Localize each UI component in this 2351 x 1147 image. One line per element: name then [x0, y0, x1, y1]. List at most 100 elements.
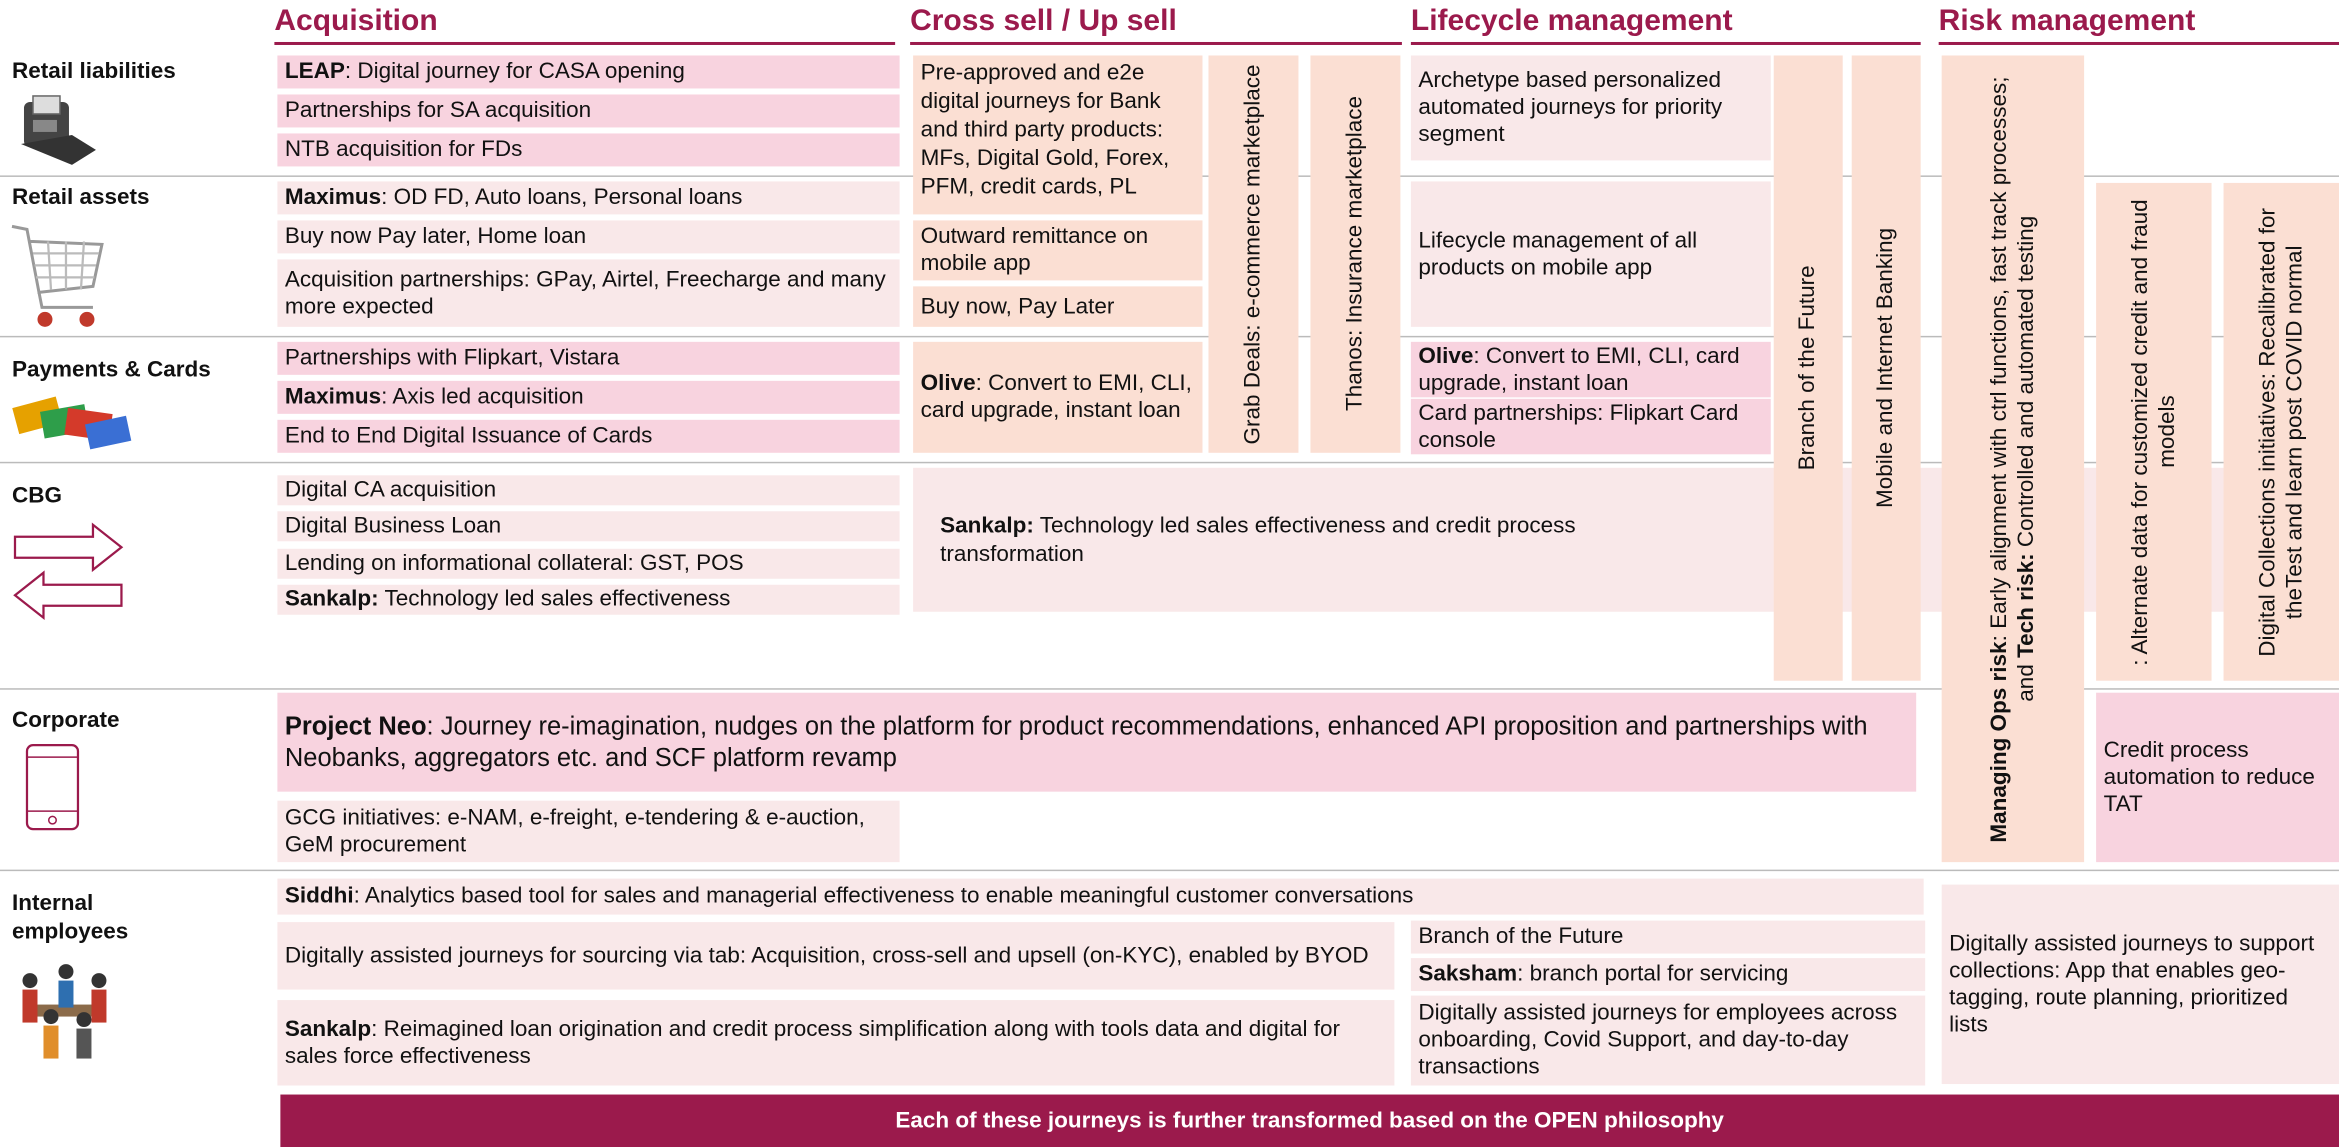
text: Digital Collections initiatives: Recalib… — [2254, 207, 2307, 657]
box-text: Branch of the Future — [1795, 266, 1822, 471]
people-icon — [22, 964, 107, 1059]
text: Digital CA acquisition — [284, 476, 497, 503]
journey-box: Digitally assisted journeys to support c… — [1941, 884, 2340, 1085]
text: : Reimagined loan origination and credit… — [284, 1015, 1341, 1069]
box-text: Mobile and Internet Banking — [1873, 228, 1900, 508]
text: Buy now, Pay Later — [920, 293, 1115, 319]
box-text: Maximus: Axis led acquisition — [285, 384, 584, 411]
text: NTB acquisition for FDs — [284, 136, 523, 162]
box-text: Pre-approved and e2e digital journeys fo… — [921, 58, 1195, 200]
box-text: Branch of the Future — [1418, 924, 1623, 951]
journey-box: Credit process automation to reduce TAT — [2096, 692, 2340, 863]
phone-icon — [25, 744, 80, 831]
box-text: Saksham: branch portal for servicing — [1418, 961, 1788, 988]
journey-box: Branch of the Future — [1773, 55, 1843, 681]
row-label: Retail assets — [11, 184, 150, 210]
journey-box: Card partnerships: Flipkart Card console — [1410, 398, 1771, 455]
box-text: Lifecycle management of all products on … — [1418, 227, 1763, 281]
journey-box: Maximus: Axis led acquisition — [277, 380, 900, 414]
box-text: Outward remittance on mobile app — [921, 223, 1195, 277]
box-text: Olive: Convert to EMI, CLI, card upgrade… — [1418, 343, 1763, 397]
box-text: Maximus: OD FD, Auto loans, Personal loa… — [285, 184, 743, 211]
bold-text: Maximus — [284, 184, 382, 210]
journey-box: Olive: Convert to EMI, CLI, card upgrade… — [1410, 341, 1771, 398]
atm-icon — [20, 95, 96, 165]
text: Outward remittance on mobile app — [920, 223, 1149, 276]
text: : Axis led acquisition — [381, 383, 584, 410]
text: Digitally assisted journeys for employee… — [1418, 1000, 1898, 1080]
cards-icon — [12, 396, 132, 450]
journey-box: Digitally assisted journeys for employee… — [1410, 995, 1926, 1086]
box-text: Digital Business Loan — [285, 513, 501, 540]
box-text: Partnerships with Flipkart, Vistara — [285, 345, 620, 372]
column-header: Acquisition — [274, 4, 896, 45]
text: Digital Business Loan — [284, 512, 502, 539]
box-text: Digitally assisted journeys for employee… — [1418, 1000, 1917, 1081]
cart-icon — [11, 224, 104, 327]
bold-text: Tech risk: — [2012, 553, 2039, 659]
journey-box: Buy now, Pay Later — [913, 286, 1203, 327]
journey-box: Partnerships for SA acquisition — [277, 94, 900, 128]
row-label: Internal employees — [11, 890, 129, 945]
bold-text: Project Neo — [284, 712, 427, 741]
journey-box: : Alternate data for customized credit a… — [2096, 182, 2212, 681]
text: Thanos: Insurance marketplace — [1341, 96, 1368, 412]
bold-text: Saksham — [1418, 961, 1518, 987]
text: : Convert to EMI, CLI, card upgrade, ins… — [920, 370, 1192, 423]
box-text: Digital CA acquisition — [285, 477, 496, 504]
journey-box: Siddhi: Analytics based tool for sales a… — [277, 878, 1924, 915]
text: Card partnerships: Flipkart Card console — [1418, 399, 1739, 453]
journey-box: Branch of the Future — [1410, 920, 1926, 954]
box-text: Siddhi: Analytics based tool for sales a… — [285, 883, 1413, 910]
row-label: Retail liabilities — [11, 58, 176, 84]
row-separator — [0, 461, 2340, 464]
arrows-icon — [13, 522, 124, 621]
journey-box: Partnerships with Flipkart, Vistara — [277, 341, 900, 375]
box-text: End to End Digital Issuance of Cards — [285, 423, 653, 450]
box-text: Digitally assisted journeys to support c… — [1949, 930, 2331, 1038]
box-text: Digitally assisted journeys for sourcing… — [285, 942, 1369, 969]
journey-box: Saksham: branch portal for servicing — [1410, 958, 1926, 992]
journey-box: Thanos: Insurance marketplace — [1310, 55, 1401, 453]
journey-box: LEAP: Digital journey for CASA opening — [277, 55, 900, 89]
text: Technology led sales effectiveness — [378, 586, 731, 612]
text: Lifecycle management of all products on … — [1418, 227, 1698, 280]
text: End to End Digital Issuance of Cards — [284, 422, 653, 449]
text: Pre-approved and e2e digital journeys fo… — [920, 59, 1170, 200]
journey-box: Pre-approved and e2e digital journeys fo… — [913, 55, 1203, 215]
bold-text: Sankalp — [284, 1015, 372, 1042]
box-text: Card partnerships: Flipkart Card console — [1418, 400, 1763, 454]
box-text: Sankalp: Reimagined loan origination and… — [285, 1016, 1387, 1070]
text: : OD FD, Auto loans, Personal loans — [381, 184, 743, 210]
box-text: Buy now Pay later, Home loan — [285, 223, 586, 250]
text: : Alternate data for customized credit a… — [2126, 198, 2180, 665]
box-text: Sankalp: Technology led sales effectiven… — [940, 511, 1634, 568]
journey-box: Lifecycle management of all products on … — [1410, 181, 1771, 327]
footer-banner: Each of these journeys is further transf… — [280, 1094, 2340, 1147]
text: Partnerships with Flipkart, Vistara — [284, 344, 620, 371]
text: Digitally assisted journeys to support c… — [1949, 930, 2315, 1037]
row-separator — [0, 869, 2340, 872]
journey-box: Mobile and Internet Banking — [1851, 55, 1921, 681]
row-separator — [0, 688, 2340, 690]
text: Branch of the Future — [1794, 265, 1821, 471]
journey-box: End to End Digital Issuance of Cards — [277, 419, 900, 453]
text: Branch of the Future — [1418, 923, 1624, 950]
journey-box: Digitally assisted journeys for sourcing… — [277, 922, 1395, 990]
box-text: Project Neo: Journey re-imagination, nud… — [285, 711, 1909, 774]
box-text: : Alternate data for customized credit a… — [2127, 190, 2181, 673]
journey-box: Grab Deals: e-commerce marketplace — [1208, 55, 1299, 453]
box-text: Credit process automation to reduce TAT — [2104, 737, 2332, 818]
text: Credit process automation to reduce TAT — [2103, 736, 2315, 817]
text: : Convert to EMI, CLI, card upgrade, ins… — [1418, 342, 1740, 396]
text: GCG initiatives: e-NAM, e-freight, e-ten… — [284, 804, 865, 857]
text: Grab Deals: e-commerce marketplace — [1239, 64, 1266, 445]
box-text: GCG initiatives: e-NAM, e-freight, e-ten… — [285, 804, 892, 858]
text: : Analytics based tool for sales and man… — [353, 883, 1414, 909]
text: : Journey re-imagination, nudges on the … — [284, 712, 1868, 773]
text: : branch portal for servicing — [1517, 961, 1789, 987]
bold-text: LEAP — [284, 58, 345, 84]
text: Buy now Pay later, Home loan — [284, 223, 587, 249]
column-header: Cross sell / Up sell — [910, 4, 1402, 45]
